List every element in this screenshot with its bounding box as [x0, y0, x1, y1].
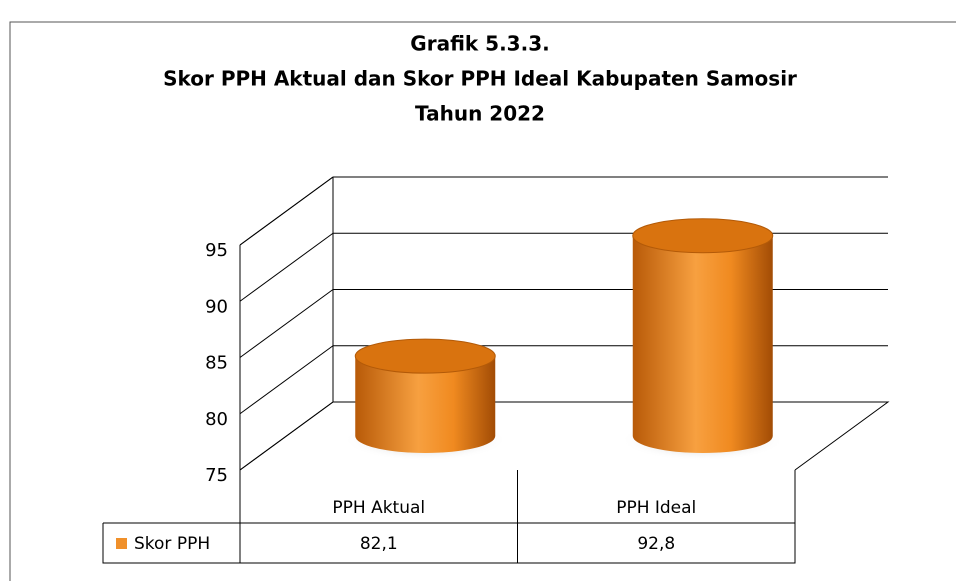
x-tick-label: PPH Ideal — [616, 498, 696, 518]
y-tick-label: 85 — [205, 353, 228, 374]
value-label: 82,1 — [360, 534, 398, 554]
bar — [343, 338, 508, 461]
y-tick-label: 95 — [205, 240, 228, 261]
bar — [620, 218, 785, 461]
value-label: 92,8 — [637, 534, 675, 554]
x-tick-label: PPH Aktual — [332, 498, 425, 518]
chart-title: Grafik 5.3.3. — [410, 32, 549, 56]
legend-swatch — [116, 538, 127, 549]
grid-line — [239, 289, 334, 358]
grid-line — [239, 176, 334, 246]
grid-line — [239, 401, 334, 471]
grid-line — [239, 232, 334, 302]
frame — [9, 21, 956, 581]
bar-top — [354, 338, 496, 374]
floor — [239, 401, 890, 471]
legend-label: Skor PPH — [134, 534, 210, 554]
bar-body — [355, 356, 496, 453]
y-tick-label: 75 — [205, 465, 228, 486]
grid-line — [239, 345, 334, 415]
chart-title: Skor PPH Aktual dan Skor PPH Ideal Kabup… — [163, 67, 797, 91]
bar-top — [632, 218, 774, 254]
y-tick-label: 80 — [205, 409, 228, 430]
chart-title: Tahun 2022 — [415, 102, 545, 126]
table-border — [102, 523, 240, 564]
bar-body — [632, 235, 773, 453]
y-tick-label: 90 — [205, 296, 228, 317]
